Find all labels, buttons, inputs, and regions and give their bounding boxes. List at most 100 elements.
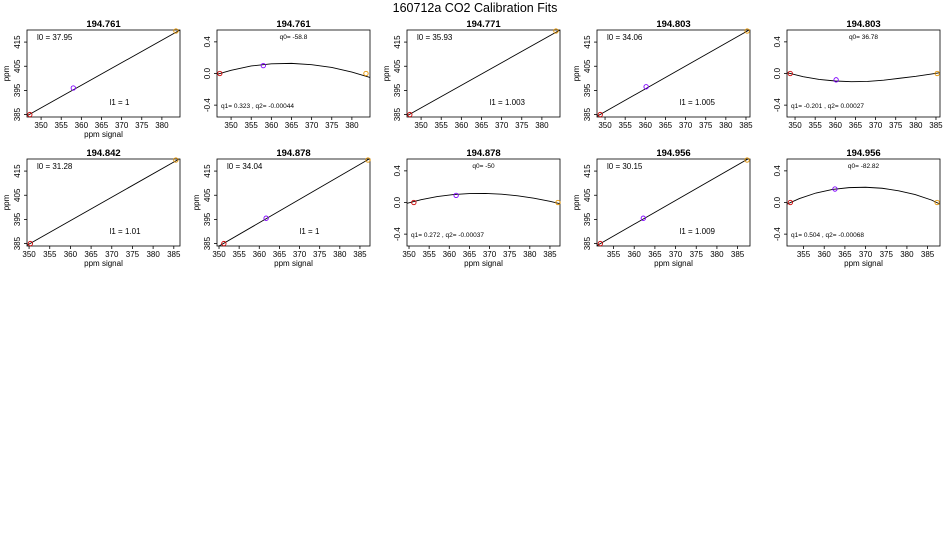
intercept-annotation: l0 = 31.28: [37, 162, 73, 171]
x-tick-label: 370: [105, 250, 119, 259]
x-tick-label: 380: [333, 250, 347, 259]
panel-title: 194.956: [656, 148, 690, 159]
y-tick-label: 405: [583, 59, 592, 73]
data-point: [217, 70, 223, 77]
x-tick-label: 370: [495, 121, 509, 130]
x-tick-label: 360: [253, 250, 267, 259]
data-point: [221, 240, 227, 247]
y-tick-label: 405: [203, 188, 212, 202]
panels-grid: 194.761 350 355 360 365 370 375 380 385 395 405 415…: [2, 19, 943, 268]
panel-10: 194.956 355 360 365 370 375 380 385 -0.4 0.0 0.4 pp…: [773, 148, 941, 268]
x-tick-label: 365: [463, 250, 477, 259]
x-axis-label: ppm signal: [84, 259, 123, 268]
panel-7: 194.878 350 355 360 365 370 375 380 385 385 395 405…: [192, 148, 371, 268]
data-point: [173, 157, 179, 163]
x-tick-label: 370: [483, 250, 497, 259]
x-tick-label: 360: [829, 121, 843, 130]
x-tick-label: 355: [43, 250, 57, 259]
x-tick-label: 360: [75, 121, 89, 130]
panel-6: 194.842 350 355 360 365 370 375 380 385 385 395 405…: [2, 148, 181, 268]
x-tick-label: 375: [126, 250, 140, 259]
x-tick-label: 370: [669, 250, 683, 259]
y-tick-label: -0.4: [773, 98, 782, 112]
data-point: [643, 84, 649, 90]
y-tick-label: 0.0: [393, 196, 402, 208]
panel-title: 194.956: [846, 148, 880, 159]
data-point: [555, 199, 561, 206]
data-point: [744, 28, 750, 34]
x-tick-label: 350: [212, 250, 226, 259]
panel-title: 194.761: [86, 19, 121, 30]
panel-8: 194.878 350 355 360 365 370 375 380 385 -0.4 0.0 0.…: [393, 148, 561, 268]
y-tick-label: 395: [13, 212, 22, 226]
x-tick-label: 355: [245, 121, 259, 130]
x-tick-label: 370: [859, 250, 873, 259]
x-tick-label: 350: [34, 121, 48, 130]
y-tick-label: 395: [393, 83, 402, 97]
q1-q2-annotation: q1= 0.504 , q2= -0.00068: [791, 232, 864, 239]
data-point: [363, 70, 369, 77]
y-tick-label: 385: [393, 107, 402, 121]
y-tick-label: 405: [13, 188, 22, 202]
x-tick-label: 380: [719, 121, 733, 130]
linear-fit-line: [27, 30, 180, 117]
y-tick-label: 0.4: [203, 36, 212, 48]
panel-4: 194.803 350 355 360 365 370 375 380 385 385 395 405…: [572, 19, 753, 130]
y-tick-label: 395: [203, 212, 212, 226]
data-point: [597, 240, 603, 247]
y-tick-label: 0.4: [773, 36, 782, 48]
x-tick-label: 375: [313, 250, 327, 259]
q1-q2-annotation: q1= 0.272 , q2= -0.00037: [411, 232, 484, 239]
y-tick-label: 385: [13, 107, 22, 121]
data-point: [787, 199, 793, 206]
quadratic-fit-curve: [787, 186, 940, 205]
data-point: [833, 77, 839, 83]
x-tick-label: 375: [690, 250, 704, 259]
y-tick-label: 415: [583, 164, 592, 178]
slope-annotation: l1 = 1.003: [490, 98, 526, 107]
x-tick-label: 355: [797, 250, 811, 259]
x-tick-label: 385: [543, 250, 557, 259]
x-tick-label: 355: [422, 250, 436, 259]
x-tick-label: 375: [880, 250, 894, 259]
y-axis-label: ppm: [2, 65, 11, 81]
panel-title: 194.842: [86, 148, 120, 159]
y-tick-label: 415: [203, 164, 212, 178]
x-tick-label: 360: [818, 250, 832, 259]
y-tick-label: 405: [13, 59, 22, 73]
x-tick-label: 385: [739, 121, 753, 130]
y-tick-label: 405: [583, 188, 592, 202]
intercept-annotation: l0 = 37.95: [37, 33, 73, 42]
x-tick-label: 360: [265, 121, 279, 130]
x-axis-label: ppm signal: [654, 259, 693, 268]
slope-annotation: l1 = 1: [110, 98, 130, 107]
y-tick-label: 0.4: [393, 165, 402, 177]
x-tick-label: 380: [155, 121, 169, 130]
x-tick-label: 350: [414, 121, 428, 130]
y-tick-label: -0.4: [773, 227, 782, 241]
q1-q2-annotation: q1= 0.323 , q2= -0.00044: [221, 103, 294, 110]
linear-fit-line: [407, 30, 560, 117]
x-tick-label: 385: [731, 250, 745, 259]
panel-5: 194.803 350 355 360 365 370 375 380 385 -0.4 0.0 0.…: [773, 19, 943, 130]
x-tick-label: 370: [305, 121, 319, 130]
data-point: [27, 111, 33, 118]
plot-frame: [596, 158, 751, 247]
x-tick-label: 380: [523, 250, 537, 259]
data-point: [934, 70, 940, 77]
x-tick-label: 350: [402, 250, 416, 259]
data-point: [744, 157, 750, 163]
x-tick-label: 380: [345, 121, 359, 130]
linear-fit-line: [218, 159, 370, 246]
y-tick-label: 385: [583, 236, 592, 250]
x-tick-label: 365: [95, 121, 109, 130]
data-point: [453, 192, 459, 199]
slope-annotation: l1 = 1.005: [680, 98, 716, 107]
x-tick-label: 385: [929, 121, 943, 130]
data-point: [553, 28, 559, 34]
x-tick-label: 360: [628, 250, 642, 259]
data-point: [640, 215, 646, 221]
data-point: [934, 199, 940, 206]
y-axis-label: ppm: [572, 65, 581, 81]
y-axis-label: ppm: [572, 194, 581, 210]
